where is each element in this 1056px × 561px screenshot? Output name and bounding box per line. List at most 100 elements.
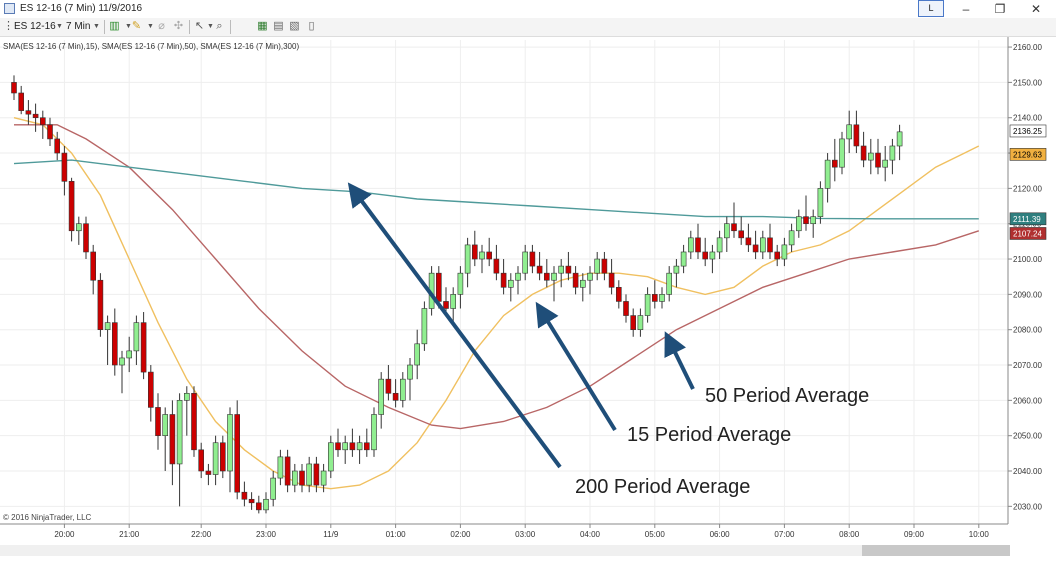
candle xyxy=(68,177,75,242)
x-tick-label: 09:00 xyxy=(904,530,925,539)
candle xyxy=(536,251,543,281)
instrument-selector[interactable]: ES 12-16 xyxy=(14,21,56,32)
x-tick-label: 20:00 xyxy=(54,530,75,539)
candle xyxy=(601,251,608,281)
candle xyxy=(83,216,89,260)
candle xyxy=(767,223,773,260)
candle-body-down xyxy=(565,265,572,274)
chevron-down-icon[interactable]: ▼ xyxy=(147,23,154,30)
candle-body-up xyxy=(356,442,363,451)
candle xyxy=(270,471,277,507)
app-chart-icon xyxy=(4,3,15,14)
candle xyxy=(759,230,766,260)
candle xyxy=(651,280,658,309)
candle-body-down xyxy=(695,237,701,253)
chart-canvas[interactable]: 2030.00 2040.00 2050.00 2060.00 2070.00 2080.… xyxy=(0,37,1056,556)
candle-body-up xyxy=(421,308,428,345)
candle-body-up xyxy=(795,216,802,232)
close-icon[interactable]: ✕ xyxy=(1030,2,1042,16)
candle xyxy=(241,481,248,507)
chevron-down-icon[interactable]: ▼ xyxy=(56,23,63,30)
candle xyxy=(853,110,860,154)
interval-selector[interactable]: 7 Min xyxy=(66,21,91,32)
data-box-icon[interactable]: ▧ xyxy=(289,20,300,32)
candle-body-down xyxy=(731,223,737,232)
candle-body-down xyxy=(18,92,25,111)
candle xyxy=(414,329,421,380)
candle xyxy=(133,315,140,366)
candle xyxy=(227,407,233,493)
candle xyxy=(306,456,313,493)
candle xyxy=(363,428,370,457)
disabled-drawing-icon: ⌀ xyxy=(158,20,165,32)
candle-body-up xyxy=(644,294,651,316)
candle-body-down xyxy=(349,442,356,451)
candle-body-down xyxy=(191,392,197,451)
candle-body-up xyxy=(227,414,233,472)
candle-body-up xyxy=(133,322,140,352)
candle xyxy=(32,103,39,132)
candle-body-up xyxy=(119,357,125,366)
chevron-down-icon[interactable]: ▼ xyxy=(93,23,100,30)
scrollbar-thumb[interactable] xyxy=(862,545,1010,556)
candle-body-up xyxy=(709,251,716,260)
x-tick-label: 10:00 xyxy=(969,530,990,539)
candle-body-up xyxy=(579,279,586,288)
candle xyxy=(284,449,291,493)
layout-button[interactable]: L xyxy=(918,0,944,17)
maximize-icon[interactable]: ❐ xyxy=(994,2,1006,16)
properties-icon[interactable]: ▦ xyxy=(257,20,268,32)
arrow-15-average xyxy=(535,301,617,432)
candle xyxy=(356,435,363,464)
candle-body-down xyxy=(32,113,39,119)
x-tick-label: 01:00 xyxy=(386,530,407,539)
candle xyxy=(205,463,212,486)
candle xyxy=(752,230,759,260)
candle-body-up xyxy=(104,322,111,330)
candle xyxy=(867,138,874,175)
candle xyxy=(220,435,226,479)
candle xyxy=(781,237,788,267)
candle xyxy=(543,259,550,288)
horizontal-scrollbar[interactable] xyxy=(0,545,1010,556)
candle xyxy=(810,209,817,238)
candle-body-up xyxy=(680,251,687,267)
candle-body-down xyxy=(435,272,442,302)
sma15-line xyxy=(13,117,980,490)
price-chart[interactable]: 2030.00 2040.00 2050.00 2060.00 2070.00 2080.… xyxy=(0,37,1056,556)
bar-type-icon[interactable]: ▥ xyxy=(109,20,120,32)
candle-body-up xyxy=(184,392,190,401)
y-tick-label: 2120.00 xyxy=(1013,184,1042,193)
candle xyxy=(234,400,240,500)
candle-body-up xyxy=(723,223,730,239)
candle-body-down xyxy=(68,181,75,232)
candle xyxy=(507,273,514,302)
candle xyxy=(666,266,673,302)
candle-body-up xyxy=(371,414,377,451)
candle-body-up xyxy=(788,230,795,246)
candle-body-down xyxy=(630,315,637,330)
chevron-down-icon[interactable]: ▼ xyxy=(125,23,132,30)
candle-body-up xyxy=(659,294,665,302)
candle xyxy=(255,495,262,514)
zoom-icon[interactable]: ⌕ xyxy=(216,20,223,32)
arrow-50-average xyxy=(664,331,695,390)
chart-trader-icon[interactable]: ▤ xyxy=(273,20,284,32)
candle-body-up xyxy=(687,237,694,253)
x-tick-label: 11/9 xyxy=(323,530,339,539)
drawing-pencil-icon[interactable]: ✎ xyxy=(131,20,142,32)
candle xyxy=(349,428,356,457)
minimize-icon[interactable]: – xyxy=(962,2,970,16)
toggle-panel-icon[interactable]: ▯ xyxy=(308,20,315,32)
candle-body-up xyxy=(464,244,471,274)
y-tick-label: 2160.00 xyxy=(1013,43,1042,52)
candle-body-down xyxy=(299,470,305,486)
candle xyxy=(97,273,104,337)
chevron-down-icon[interactable]: ▼ xyxy=(207,23,214,30)
candle-body-down xyxy=(623,301,629,316)
candle-body-down xyxy=(572,272,579,288)
candle-body-up xyxy=(291,470,298,486)
candle-body-up xyxy=(846,124,853,140)
candle-body-down xyxy=(392,392,399,401)
cursor-icon[interactable]: ↖ xyxy=(194,20,205,32)
